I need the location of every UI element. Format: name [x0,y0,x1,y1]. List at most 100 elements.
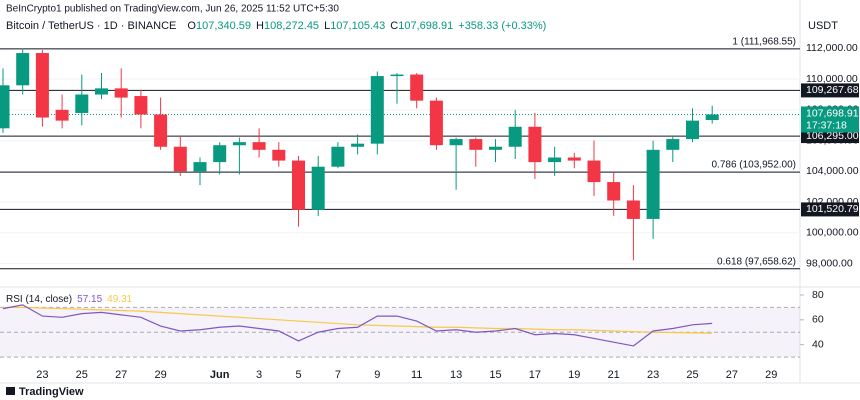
x-tick-label: 25 [76,369,88,381]
x-tick-label: 17 [529,369,541,381]
symbol-header: Bitcoin / TetherUS · 1D · BINANCE O107,3… [6,20,546,32]
rsi-legend: RSI (14, close) 57.15 49.31 [6,294,133,305]
y-tick-label: 104,000.00 [806,165,859,177]
y-tick-label: 112,000.00 [806,42,858,54]
brand: TradingView [19,386,84,398]
x-tick-label: 19 [568,369,580,381]
ohlc-key: C [390,20,398,32]
price-level-label: 106,295.00 [806,130,859,142]
candle-body [686,120,699,140]
x-tick-label: 3 [256,369,262,381]
x-tick-label: 11 [411,369,422,381]
candle-body [449,139,463,146]
fib-label: 1 (111,968.55) [732,37,796,48]
x-tick-label: 13 [450,369,462,381]
candle-body [35,53,49,118]
candle-body [193,162,207,172]
candle-body [331,146,345,167]
x-tick-label: 7 [335,369,341,381]
candle-body [134,96,148,115]
candle-body [75,94,89,113]
price-level-box [801,129,859,144]
candle-body [0,85,10,129]
ohlc-value: 107,698.91 [398,20,453,32]
ohlc-value: 107,340.59 [196,20,251,32]
x-tick-label: 29 [765,369,777,381]
price-level-label: 101,520.79 [806,203,859,215]
rsi-last-value: 57.15 [77,294,102,305]
candle-body [607,182,621,201]
candle-body [154,114,168,147]
ohlc-value: 107,105.43 [330,20,385,32]
candle-body [666,139,680,150]
candle-body [55,109,69,121]
candle-body [16,53,30,86]
price-level-box [801,202,859,217]
ohlc-value: 108,272.45 [264,20,319,32]
y-tick-label: 100,000.00 [806,227,859,239]
ohlc-key: H [256,20,264,32]
candle-body [390,74,404,77]
candles [0,48,719,261]
last-price-box [801,106,859,133]
candle-body [173,146,187,172]
rsi-line [3,306,713,334]
x-tick-label: 21 [608,369,620,381]
rsi-tick-label: 60 [812,314,824,326]
ohlc-key: L [324,20,330,32]
x-tick-label: 27 [115,369,127,381]
candle-body [489,146,502,150]
x-tick-label: 15 [489,369,501,381]
last-price-label: 107,698.91 [806,107,859,119]
fib-label: 0.786 (103,952.00) [711,160,796,171]
y-tick-label: 110,000.00 [806,73,858,85]
candle-body [469,139,483,150]
candle-body [567,157,581,161]
candle-body [351,143,365,147]
x-tick-label: 23 [36,369,48,381]
candle-body [252,142,266,150]
candle-body [410,74,424,101]
countdown: 17:37:18 [806,119,847,131]
candle-body [232,142,246,146]
rsi-line [2,304,713,347]
brand-logo [6,387,15,395]
publisher: BeInCrypto1 published on TradingView.com… [6,4,339,15]
candle-body [429,100,443,146]
candle-body [528,126,542,163]
symbol: Bitcoin / TetherUS · 1D · BINANCE [6,20,176,32]
x-tick-label: 25 [686,369,698,381]
rsi-lines [2,304,713,347]
rsi-title: RSI (14, close) [6,294,72,305]
price-level-label: 109,267.68 [806,84,859,96]
x-tick-label: 5 [295,369,301,381]
candle-body [587,160,601,183]
candle-body [114,88,128,98]
candle-body [705,114,719,121]
candle-body [508,126,522,147]
candle-body [95,88,108,95]
y-tick-label: 98,000.00 [806,257,853,269]
candle-body [292,160,305,210]
rsi-tick-label: 80 [812,289,824,301]
currency: USDT [808,20,838,32]
candle-body [646,149,660,219]
x-tick-label: 9 [374,369,380,381]
candle-body [311,166,325,210]
x-tick-label: Jun [210,369,230,381]
fib-label: 0.618 (97,658.62) [717,256,796,267]
candle-body [548,157,562,163]
candle-body [626,200,640,219]
rsi-tick-label: 40 [812,338,824,350]
x-tick-label: 29 [154,369,166,381]
x-tick-label: 27 [726,369,738,381]
price-level-box [801,83,859,98]
ohlc-key: O [187,20,196,32]
rsi-last-value: 49.31 [107,294,132,305]
x-tick-label: 23 [647,369,659,381]
candle-body [370,76,384,144]
change: +358.33 (+0.33%) [458,20,546,32]
candle-body [213,145,227,163]
